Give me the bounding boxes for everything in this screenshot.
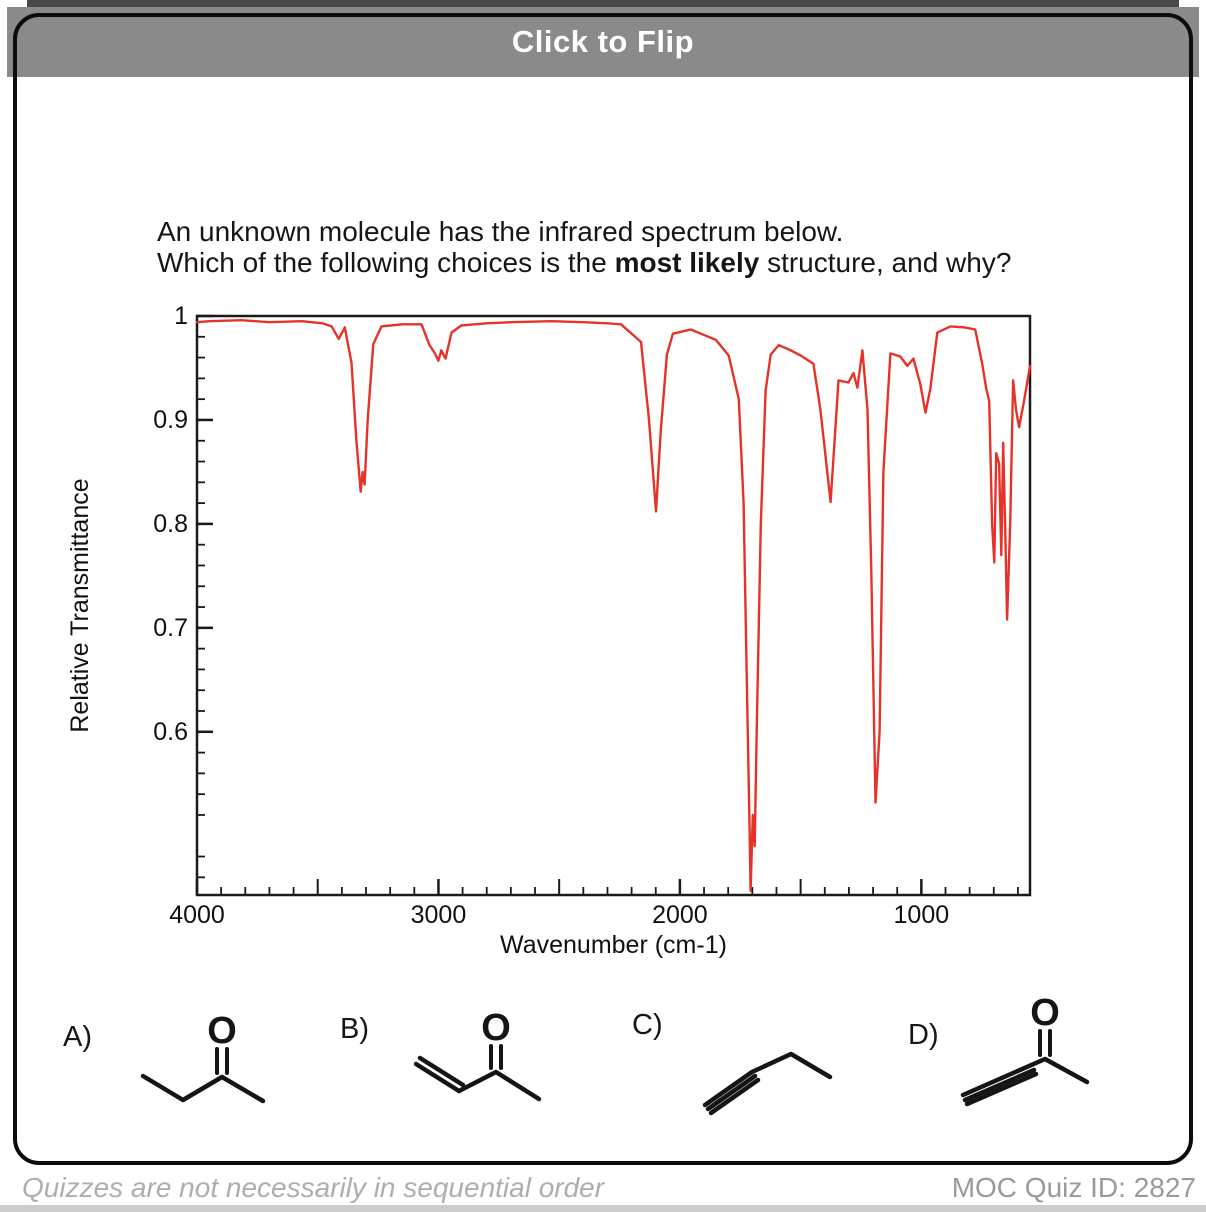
footer-quiz-id: MOC Quiz ID: 2827: [951, 1172, 1196, 1203]
oxygen-atom-label: O: [207, 1010, 237, 1052]
choice-b-structure-methyl-vinyl-ketone: O: [413, 1007, 542, 1102]
x-tick-label: 1000: [894, 901, 950, 929]
y-tick-label: 0.7: [153, 614, 188, 642]
question-line-2: Which of the following choices is the mo…: [157, 247, 1012, 278]
carbon-chain: [702, 1051, 833, 1108]
top-edge-strip: [27, 0, 1179, 8]
choice-b-label: B): [340, 1013, 369, 1045]
question-bold-phrase: most likely: [614, 247, 760, 278]
carbon-chain: [456, 1069, 542, 1102]
y-tick-label: 1: [174, 302, 188, 330]
ir-spectrum-trace: [195, 319, 1032, 892]
choice-a-structure-2-butanone: O: [140, 1010, 266, 1104]
x-tick-label: 2000: [652, 901, 708, 929]
triple-bond-line: [962, 1067, 1037, 1103]
oxygen-atom-label: O: [1030, 995, 1060, 1034]
y-tick-label: 0.8: [153, 510, 188, 538]
choice-d-structure-3-butyn-2-one: O: [960, 995, 1090, 1107]
triple-bond-line: [705, 1073, 758, 1112]
oxygen-atom-label: O: [481, 1007, 511, 1049]
bottom-edge-strip: [0, 1205, 1206, 1212]
choice-c-structure-1-butyne: [702, 1051, 833, 1116]
x-tick-label: 3000: [411, 901, 467, 929]
card-title: Click to Flip: [511, 24, 695, 59]
triple-bond-line: [708, 1077, 761, 1116]
flashcard[interactable]: [13, 13, 1193, 1165]
vinyl-double-bond: [417, 1055, 466, 1088]
choice-a-label: A): [63, 1021, 92, 1053]
y-tick-label: 0.9: [153, 406, 188, 434]
plot-box: [195, 314, 1032, 897]
carbon-chain: [140, 1073, 266, 1104]
question-line-1: An unknown molecule has the infrared spe…: [157, 216, 844, 247]
choice-c-label: C): [632, 1009, 663, 1041]
footer-note: Quizzes are not necessarily in sequentia…: [22, 1172, 605, 1203]
x-tick-label: 4000: [169, 901, 225, 929]
choice-d-label: D): [908, 1019, 939, 1051]
y-tick-label: 0.6: [153, 718, 188, 746]
y-axis-title: Relative Transmittance: [66, 478, 94, 732]
carbon-chain: [960, 1056, 1090, 1098]
card-header-band: Click to Flip: [7, 7, 1199, 77]
vinyl-double-bond: [413, 1061, 462, 1094]
question-text: An unknown molecule has the infrared spe…: [157, 216, 1011, 278]
x-axis-title: Wavenumber (cm-1): [500, 931, 727, 959]
triple-bond-line: [964, 1071, 1039, 1107]
